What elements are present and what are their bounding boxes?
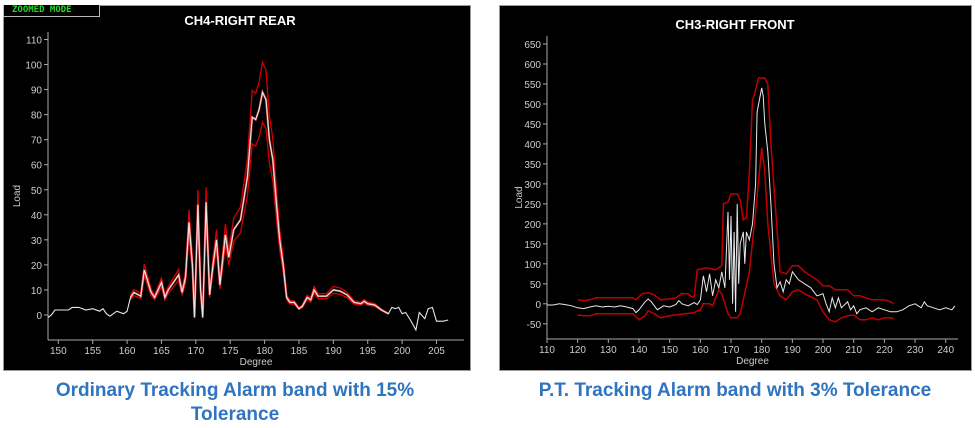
y-tick-label: 70 (31, 136, 43, 147)
y-tick-label: 300 (524, 180, 541, 191)
x-tick-label: 220 (876, 345, 893, 356)
x-tick-label: 200 (815, 345, 832, 356)
y-tick-label: 500 (524, 100, 541, 111)
y-tick-label: 40 (31, 211, 43, 222)
x-tick-label: 205 (428, 346, 445, 357)
zoomed-mode-badge: ZOOMED MODE (3, 5, 100, 17)
x-tick-label: 150 (50, 346, 67, 357)
y-axis-label: Load (12, 185, 23, 207)
y-axis-label: Load (514, 186, 525, 208)
upper-alarm-band (577, 77, 895, 305)
caption-right: P.T. Tracking Alarm band with 3% Toleran… (538, 380, 932, 401)
upper-alarm-band (129, 59, 389, 318)
x-tick-label: 120 (569, 345, 586, 356)
y-tick-label: 450 (524, 120, 541, 131)
y-tick-label: 250 (524, 200, 541, 211)
load-line (547, 87, 956, 315)
load-line (47, 90, 449, 332)
x-tick-label: 190 (325, 346, 342, 357)
x-tick-label: 170 (187, 346, 204, 357)
x-tick-label: 175 (222, 346, 239, 357)
x-tick-label: 160 (692, 345, 709, 356)
band-highlight (129, 88, 389, 318)
y-tick-label: 50 (530, 280, 542, 291)
x-tick-label: 180 (256, 346, 273, 357)
chart-title: CH3-RIGHT FRONT (675, 17, 794, 32)
x-tick-label: 150 (661, 345, 678, 356)
lower-alarm-band (577, 147, 894, 323)
x-tick-label: 160 (119, 346, 136, 357)
x-tick-label: 180 (753, 345, 770, 356)
y-tick-label: 100 (25, 61, 42, 72)
x-axis-label: Degree (736, 356, 769, 367)
x-tick-label: 190 (784, 345, 801, 356)
y-tick-label: 350 (524, 160, 541, 171)
x-tick-label: 140 (631, 345, 648, 356)
x-axis-label: Degree (240, 357, 273, 368)
chart-panel-ch4 (3, 5, 471, 371)
y-tick-label: 100 (524, 260, 541, 271)
y-tick-label: 10 (31, 286, 43, 297)
y-tick-label: 20 (31, 261, 43, 272)
x-tick-label: 185 (291, 346, 308, 357)
y-tick-label: 550 (524, 80, 541, 91)
chart-title: CH4-RIGHT REAR (184, 13, 296, 28)
x-tick-label: 210 (845, 345, 862, 356)
y-tick-label: 80 (31, 111, 43, 122)
y-tick-label: 110 (26, 36, 42, 47)
y-tick-label: 90 (31, 86, 43, 97)
x-tick-label: 240 (937, 345, 954, 356)
x-tick-label: 155 (84, 346, 101, 357)
caption-left: Ordinary Tracking Alarm band with 15% To… (55, 380, 415, 425)
x-tick-label: 110 (539, 345, 555, 356)
y-tick-label: 200 (524, 220, 541, 231)
y-tick-label: 60 (31, 161, 43, 172)
y-tick-label: 600 (524, 60, 541, 71)
y-tick-label: -50 (527, 320, 542, 331)
y-tick-label: 150 (524, 240, 541, 251)
y-tick-label: 650 (524, 40, 541, 51)
x-tick-label: 195 (359, 346, 376, 357)
x-tick-label: 230 (907, 345, 924, 356)
y-tick-label: 50 (31, 186, 43, 197)
y-tick-label: 0 (36, 311, 42, 322)
y-tick-label: 400 (524, 140, 541, 151)
x-tick-label: 170 (723, 345, 740, 356)
x-tick-label: 200 (394, 346, 411, 357)
y-tick-label: 30 (31, 236, 43, 247)
y-tick-label: 0 (535, 300, 541, 311)
x-tick-label: 130 (600, 345, 617, 356)
x-tick-label: 165 (153, 346, 170, 357)
